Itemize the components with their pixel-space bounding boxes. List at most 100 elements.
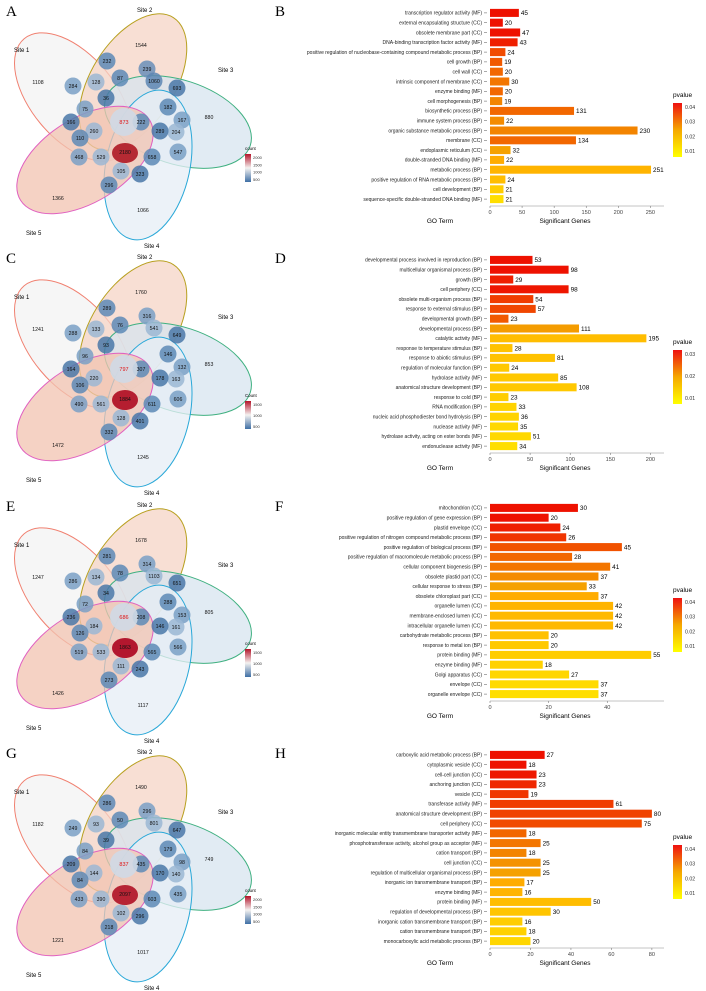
- venn-diagram: E 1247 1678 805 1117 1426 281 286 134 34 78 314 1103…: [6, 499, 263, 745]
- venn-shared-cell: [112, 885, 138, 905]
- go-term-label: enzyme binding (MF): [435, 663, 482, 669]
- venn-count: 468: [75, 155, 84, 161]
- venn-intersection-cell: [145, 319, 163, 337]
- venn-intersection-cell: [64, 324, 82, 342]
- venn-intersection-cell: [98, 794, 116, 812]
- count-legend: Count 1500 1000 500: [245, 393, 263, 429]
- venn-intersection-cell: [92, 395, 110, 413]
- bar-value-label: 25: [543, 860, 551, 867]
- count-legend-tick: 2000: [253, 897, 263, 902]
- venn-intersection-cell: [71, 376, 89, 394]
- go-bar: [490, 8, 519, 17]
- x-tick-label: 200: [646, 457, 655, 463]
- venn-count: 232: [103, 59, 112, 65]
- venn-count: 1060: [148, 79, 160, 85]
- bar-value-label: 42: [615, 613, 623, 620]
- go-bar: [490, 136, 576, 145]
- pvalue-legend: pvalue 0.04 0.03 0.02 0.01: [673, 587, 695, 652]
- go-term-label: positive regulation of biological proces…: [384, 545, 483, 551]
- venn-count: 249: [69, 826, 78, 832]
- go-term-label: cell wall (CC): [453, 70, 483, 76]
- go-bar: [490, 97, 503, 106]
- bar-value-label: 20: [505, 20, 513, 27]
- go-term-label: organelle envelope (CC): [428, 692, 483, 698]
- count-legend: count 2000 1500 1000 500: [245, 146, 263, 182]
- venn-count: 565: [148, 650, 157, 656]
- venn-count: 111: [117, 664, 125, 670]
- venn-count: 1544: [135, 43, 147, 49]
- venn-count: 547: [174, 150, 183, 156]
- venn-intersection-cell: [98, 52, 116, 70]
- pvalue-legend-tick: 0.01: [685, 891, 695, 897]
- count-legend-title: count: [245, 888, 257, 893]
- venn-count: 260: [90, 129, 99, 135]
- site-label: Site 4: [144, 986, 160, 991]
- go-bar: [490, 432, 531, 441]
- pvalue-legend-tick: 0.03: [685, 862, 695, 868]
- venn-intersection-cell: [159, 98, 177, 116]
- site-label: Site 4: [144, 739, 160, 745]
- pvalue-legend-tick: 0.02: [685, 374, 695, 380]
- venn-count: 1366: [52, 196, 64, 202]
- y-axis-title: Significant Genes: [540, 218, 592, 225]
- go-term-label: intrinsic component of membrane (CC): [396, 79, 482, 85]
- go-bar: [490, 897, 592, 906]
- site-label: Site 5: [26, 726, 42, 732]
- go-term-label: mitochondrion (CC): [439, 506, 483, 512]
- go-bar: [490, 116, 505, 125]
- go-bar: [490, 601, 614, 610]
- bar-value-label: 19: [504, 98, 512, 105]
- venn-intersection-cell: [159, 593, 177, 611]
- go-term-label: response to cold (BP): [434, 395, 482, 401]
- venn-core-cell: [110, 108, 138, 136]
- bar-value-label: 85: [560, 375, 568, 382]
- venn-intersection-cell: [71, 624, 89, 642]
- venn-intersection-cell: [111, 564, 129, 582]
- pvalue-legend-bar: [673, 350, 682, 404]
- venn-diagram: A 1108 1544 880 1066 1366 232 284 128 36 87 239 1060…: [6, 4, 263, 250]
- pvalue-legend-title: pvalue: [673, 339, 693, 346]
- go-bar: [490, 888, 523, 897]
- site-label: Site 3: [218, 563, 234, 569]
- go-bar: [490, 660, 543, 669]
- x-axis-title: GO Term: [427, 465, 453, 472]
- venn-diagram: G 1182 1490 749 1017 1221 286 249 93 39 50 296 801 64…: [6, 746, 263, 991]
- venn-count: 93: [103, 343, 109, 349]
- y-axis-title: Significant Genes: [540, 960, 592, 967]
- bar-value-label: 26: [568, 535, 576, 542]
- bar-value-label: 108: [579, 385, 590, 392]
- go-bar: [490, 770, 537, 779]
- go-term-label: inorganic ion transmembrane transport (B…: [385, 880, 483, 886]
- venn-count: 144: [90, 871, 99, 877]
- count-legend-tick: 1000: [253, 661, 263, 666]
- venn-count: 106: [76, 383, 85, 389]
- venn-intersection-cell: [143, 890, 161, 908]
- site-label: Site 5: [26, 478, 42, 484]
- venn-count: 390: [97, 897, 106, 903]
- venn-intersection-cell: [112, 904, 130, 922]
- venn-count: 110: [76, 136, 84, 142]
- venn-intersection-cell: [97, 584, 115, 602]
- go-bar: [490, 48, 506, 57]
- go-term-label: nuclease activity (MF): [433, 424, 482, 430]
- venn-intersection-cell: [167, 123, 185, 141]
- venn-count: 182: [164, 105, 173, 111]
- venn-center-count: 837: [119, 862, 128, 868]
- venn-intersection-cell: [143, 148, 161, 166]
- x-axis-title: GO Term: [427, 713, 453, 720]
- go-term-label: cell periphery (CC): [440, 821, 482, 827]
- bar-value-label: 29: [515, 277, 523, 284]
- venn-count: 435: [137, 862, 146, 868]
- go-bar: [490, 265, 569, 274]
- venn-count: 140: [172, 872, 181, 878]
- venn-count: 658: [148, 155, 157, 161]
- go-bar: [490, 344, 513, 353]
- venn-intersection-cell: [70, 148, 88, 166]
- go-bar: [490, 523, 561, 532]
- bar-value-label: 37: [600, 574, 608, 581]
- go-term-label: DNA-binding transcription factor activit…: [383, 40, 483, 46]
- x-tick-label: 40: [568, 952, 574, 958]
- site-label: Site 2: [137, 750, 153, 756]
- venn-intersection-cell: [100, 671, 118, 689]
- venn-intersection-cell: [145, 567, 163, 585]
